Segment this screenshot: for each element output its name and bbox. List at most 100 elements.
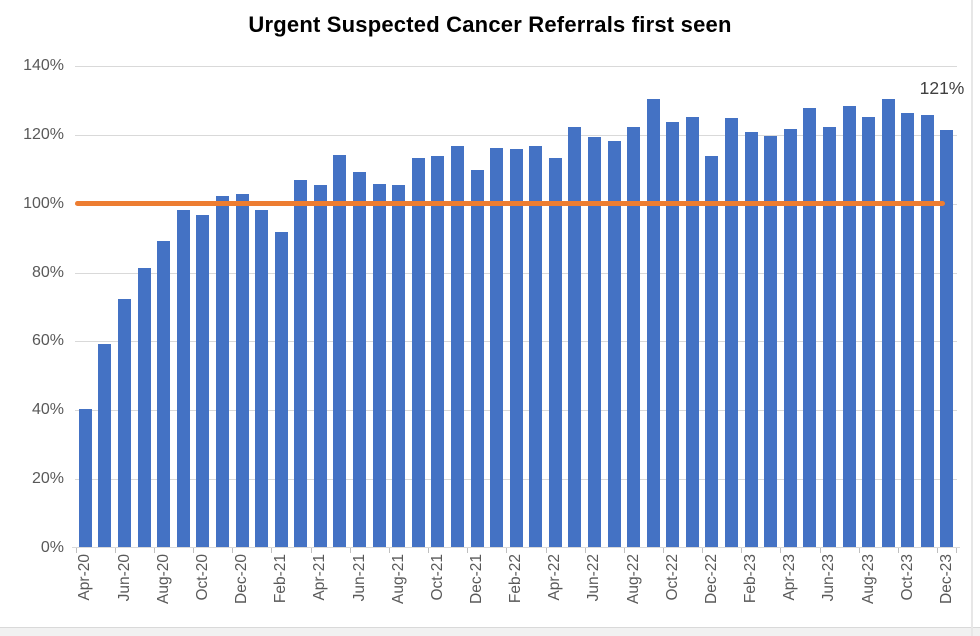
x-tick-label: Apr-22 [546, 554, 564, 601]
chart-bar [705, 156, 719, 547]
axis-tick [623, 548, 625, 553]
chart-bar [118, 299, 132, 547]
axis-tick [153, 548, 155, 553]
chart-bar [431, 156, 445, 547]
y-tick-label: 140% [23, 57, 64, 74]
chart-bar [881, 99, 895, 547]
chart-bar [470, 170, 484, 547]
y-tick-label: 60% [31, 332, 64, 350]
chart-bar [157, 241, 171, 547]
chart-bar [392, 185, 406, 547]
chart-bar [137, 268, 151, 547]
chart-bar [353, 172, 367, 547]
chart-bar [764, 136, 778, 547]
axis-tick [897, 548, 899, 553]
x-tick-label: Feb-21 [272, 554, 290, 604]
axis-tick [232, 548, 234, 553]
chart-bar [587, 137, 601, 547]
chart-bar [176, 210, 190, 547]
chart-bar [509, 149, 523, 547]
axis-tick [702, 548, 704, 553]
chart-bar [196, 215, 210, 547]
chart-bar [920, 115, 934, 547]
y-tick-label: 100% [23, 194, 64, 212]
chart-bar [529, 146, 543, 547]
reference-line-100pct [75, 201, 945, 207]
x-tick-label: Feb-22 [507, 554, 525, 604]
x-tick-label: Jun-20 [115, 554, 133, 602]
chart-bar [607, 141, 621, 547]
axis-tick [584, 548, 586, 553]
chart-bar [274, 232, 288, 547]
chart-bar [294, 180, 308, 547]
axis-tick [193, 548, 195, 553]
chart-bar [685, 117, 699, 547]
axis-tick [467, 548, 469, 553]
window-right-edge [971, 0, 973, 636]
chart-bar [411, 158, 425, 547]
axis-tick [741, 548, 743, 553]
x-tick-label: Oct-22 [663, 554, 681, 601]
chart-bar [313, 185, 327, 547]
chart-bar [725, 118, 739, 547]
chart-bar [372, 184, 386, 547]
x-tick-label: Apr-21 [311, 554, 329, 601]
axis-tick [506, 548, 508, 553]
chart-title: Urgent Suspected Cancer Referrals first … [248, 12, 732, 37]
chart-bar [901, 113, 915, 547]
chart-bar [78, 409, 92, 547]
axis-tick [310, 548, 312, 553]
x-tick-label: Oct-23 [898, 554, 916, 601]
axis-tick [937, 548, 939, 553]
chart-bar [783, 129, 797, 547]
axis-tick [75, 548, 77, 553]
chart-bar [666, 122, 680, 547]
x-tick-label: Aug-22 [624, 554, 642, 604]
window-bottom-edge [0, 627, 980, 636]
chart-bar [333, 155, 347, 547]
last-value-label: 121% [919, 78, 965, 98]
y-tick-label: 120% [23, 125, 64, 143]
axis-tick [780, 548, 782, 553]
gridline-120 [75, 134, 957, 136]
x-axis-line [72, 547, 960, 548]
axis-tick [819, 548, 821, 553]
y-tick-label: 40% [31, 401, 64, 419]
x-tick-label: Jun-22 [585, 554, 603, 602]
x-tick-label: Apr-20 [76, 554, 94, 601]
chart-bar [450, 146, 464, 547]
x-tick-label: Dec-23 [937, 554, 955, 604]
axis-tick [956, 548, 957, 553]
axis-tick [858, 548, 860, 553]
y-tick-label: 20% [31, 470, 64, 488]
axis-tick [114, 548, 116, 553]
chart-bar [862, 117, 876, 547]
chart-bar [646, 99, 660, 547]
x-tick-label: Feb-23 [742, 554, 760, 604]
axis-tick [388, 548, 390, 553]
axis-tick [428, 548, 430, 553]
axis-tick [271, 548, 273, 553]
x-tick-label: Jun-23 [820, 554, 838, 602]
x-tick-label: Dec-20 [233, 554, 251, 604]
plot-area [72, 66, 960, 548]
gridline-140 [75, 66, 957, 67]
axis-tick [349, 548, 351, 553]
chart-bar [568, 127, 582, 547]
chart-bar [627, 127, 641, 547]
x-tick-label: Aug-21 [389, 554, 407, 604]
chart-bar [548, 158, 562, 547]
chart-bar [842, 106, 856, 547]
y-tick-label: 80% [31, 263, 64, 281]
x-tick-label: Oct-20 [193, 554, 211, 601]
chart-bar [744, 132, 758, 547]
x-tick-label: Aug-23 [859, 554, 877, 604]
axis-tick [663, 548, 664, 553]
chart-bar [490, 148, 504, 547]
chart-bar [255, 210, 269, 547]
x-tick-label: Apr-23 [781, 554, 799, 601]
y-tick-label: 0% [40, 539, 64, 556]
x-tick-label: Oct-21 [428, 554, 446, 601]
x-tick-label: Jun-21 [350, 554, 368, 602]
chart-bar [822, 127, 836, 547]
